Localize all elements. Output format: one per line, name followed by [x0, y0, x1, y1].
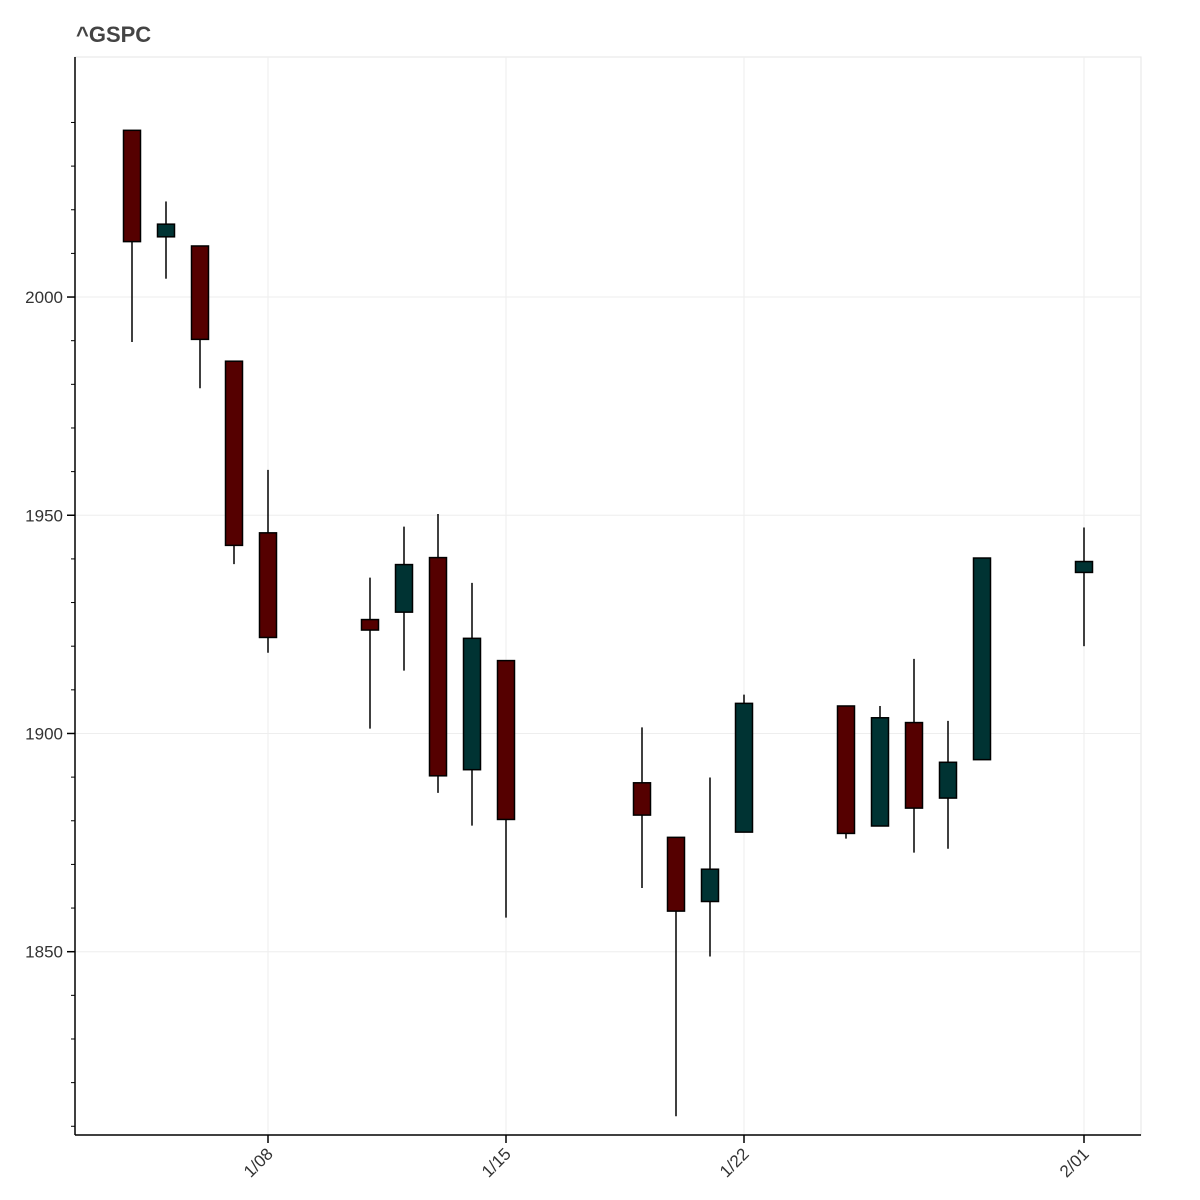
candle-body-down: [258, 532, 278, 639]
x-tick-label: 1/08: [240, 1144, 277, 1181]
candle-body-down: [632, 782, 652, 816]
chart-title: ^GSPC: [76, 22, 151, 47]
y-tick-label: 1850: [25, 943, 63, 962]
candle-body-up: [870, 717, 890, 827]
x-tick-label: 1/15: [478, 1144, 515, 1181]
candle-body-up: [700, 868, 720, 903]
candle-body-down: [190, 245, 210, 341]
y-tick-label: 2000: [25, 288, 63, 307]
candles: [122, 129, 1094, 1117]
candle-body-down: [122, 129, 142, 243]
candle-body-down: [360, 618, 380, 631]
x-tick-label: 2/01: [1056, 1144, 1093, 1181]
candle-body-up: [938, 761, 958, 799]
x-tick-label: 1/22: [716, 1144, 753, 1181]
candle-body-down: [224, 360, 244, 547]
candle-body-up: [156, 223, 176, 238]
candle-body-up: [462, 637, 482, 771]
candle-body-down: [496, 659, 516, 821]
y-tick-label: 1950: [25, 506, 63, 525]
y-axis-ticks: 1850 1900 1950 2000: [25, 121, 75, 1127]
candle-body-down: [836, 705, 856, 835]
candle-body-down: [666, 836, 686, 912]
x-axis-ticks: 1/08 1/15 1/22 2/01: [240, 1135, 1093, 1181]
candle-body-up: [734, 702, 754, 833]
candle-body-up: [1074, 560, 1094, 574]
candle-body-down: [904, 721, 924, 809]
candle-body-down: [428, 556, 448, 777]
y-tick-label: 1900: [25, 724, 63, 743]
candle-body-up: [972, 557, 992, 761]
candle-body-up: [394, 563, 414, 613]
